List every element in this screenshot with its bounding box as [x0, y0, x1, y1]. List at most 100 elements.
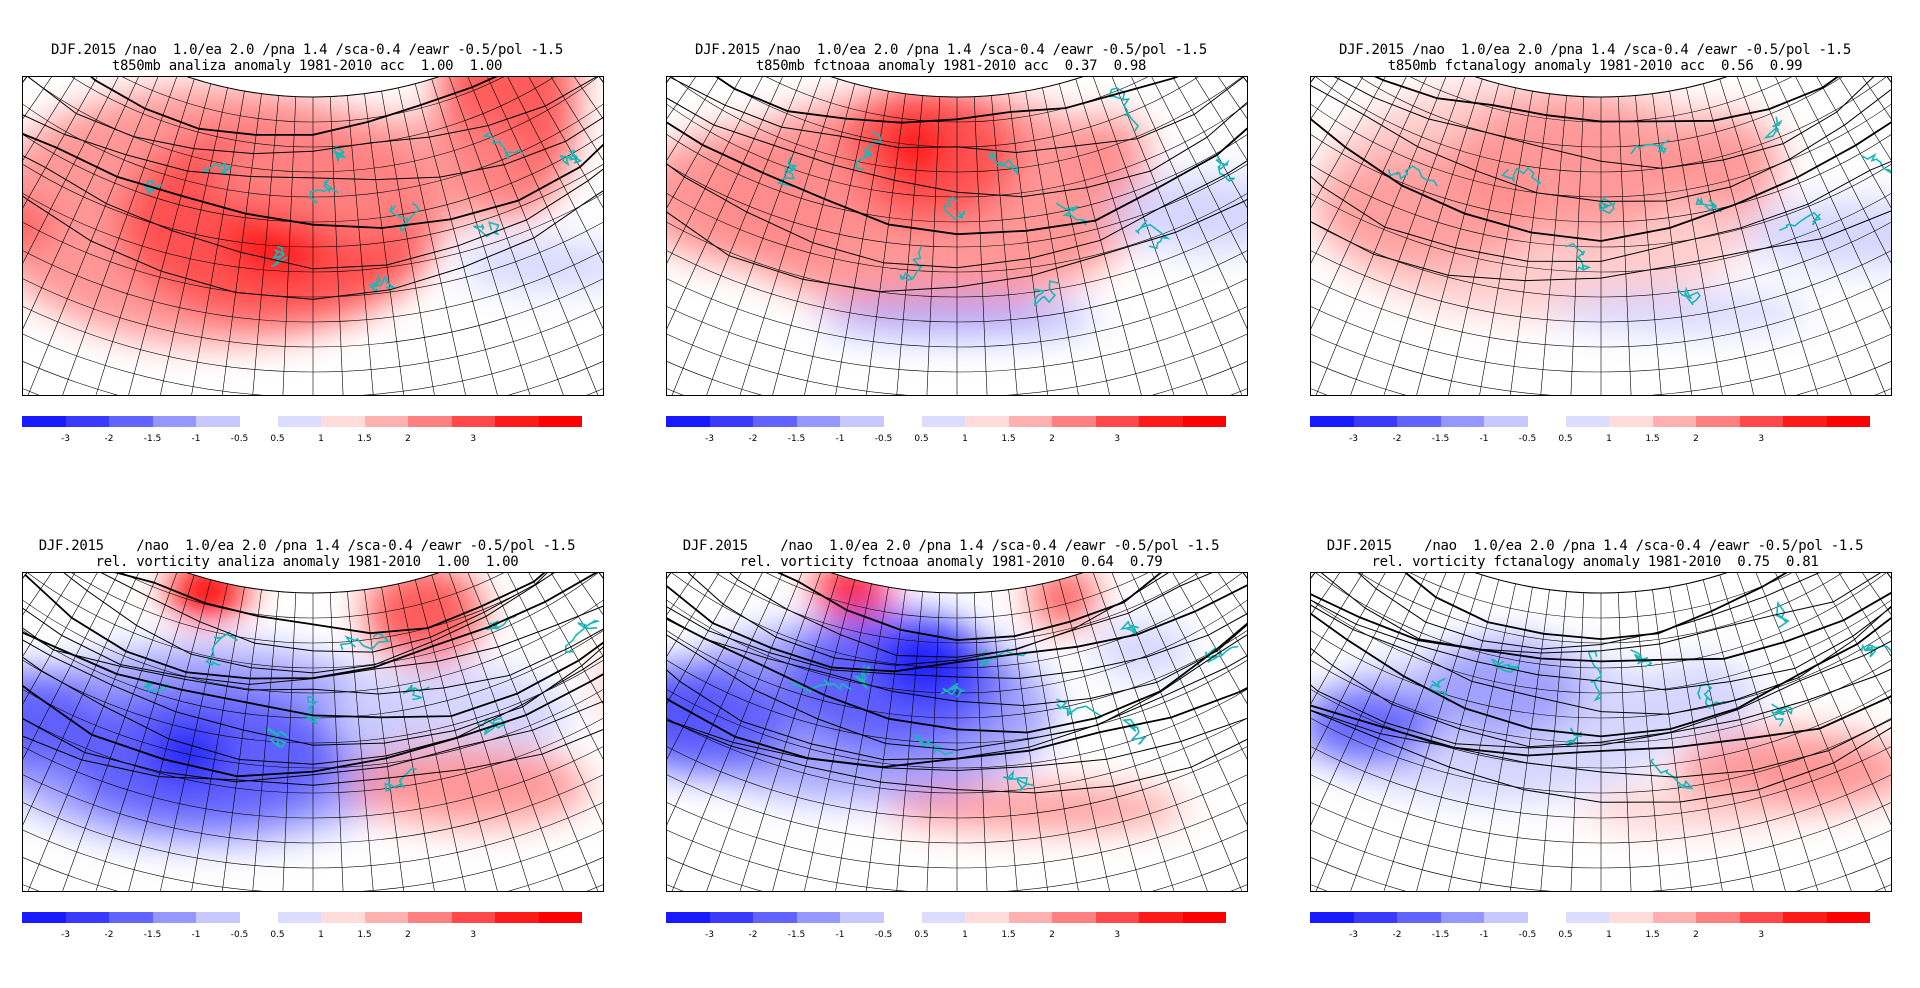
- color-scale-label: -1: [835, 434, 845, 444]
- color-scale-swatch: [1095, 912, 1139, 923]
- color-scale-swatch: [709, 912, 753, 923]
- panel-title-line1: DJF.2015 /nao 1.0/ea 2.0 /pna 1.4 /sca-0…: [38, 538, 576, 554]
- color-scale-swatch: [1008, 416, 1052, 427]
- panel-title-line1: DJF.2015 /nao 1.0/ea 2.0 /pna 1.4 /sca-0…: [1326, 538, 1864, 554]
- anomaly-shading: [667, 664, 792, 775]
- color-scale-label: -1: [835, 930, 845, 940]
- color-scale-swatch: [1008, 912, 1052, 923]
- color-scale-label: 1: [318, 930, 324, 940]
- color-scale-swatch: [1484, 912, 1528, 923]
- anomaly-shading: [23, 669, 102, 770]
- panel-title-line1: DJF.2015 /nao 1.0/ea 2.0 /pna 1.4 /sca-0…: [50, 42, 564, 58]
- color-scale-label: -1.5: [787, 434, 806, 444]
- color-scale-swatch: [152, 416, 196, 427]
- color-scale-label: 1: [962, 434, 968, 444]
- panel-title-line2: t850mb fctanalogy anomaly 1981-2010 acc …: [1387, 58, 1803, 74]
- color-scale-swatch: [840, 416, 884, 427]
- color-scale-label: 0.5: [270, 434, 285, 444]
- color-scale-label: 0.5: [270, 930, 285, 940]
- anomaly-shading: [23, 206, 53, 247]
- color-scale-swatch: [1826, 416, 1870, 427]
- color-scale-label: 2: [405, 434, 411, 444]
- color-scale-swatch: [921, 416, 965, 427]
- color-scale-label: 1.5: [1645, 434, 1660, 444]
- color-scale-swatch: [1310, 912, 1354, 923]
- color-scale-swatch: [1565, 912, 1609, 923]
- color-scale-swatch: [451, 912, 495, 923]
- color-scale-swatch: [277, 416, 321, 427]
- map-panel-vort-fctnoaa: DJF.2015 /nao 1.0/ea 2.0 /pna 1.4 /sca-0…: [656, 538, 1248, 968]
- color-scale-swatch: [796, 416, 840, 427]
- anomaly-shading: [886, 116, 947, 177]
- color-scale-swatch: [1696, 912, 1740, 923]
- color-scale-swatch: [1652, 912, 1696, 923]
- color-scale-swatch: [753, 912, 797, 923]
- color-scale-swatch: [1696, 416, 1740, 427]
- panel-title-line2: rel. vorticity analiza anomaly 1981-2010…: [95, 554, 519, 570]
- color-scale-swatch: [109, 912, 153, 923]
- color-scale-label: 1.5: [357, 434, 372, 444]
- color-scale-swatch: [1182, 912, 1226, 923]
- color-scale-swatch: [1052, 912, 1096, 923]
- panel-title-line1: DJF.2015 /nao 1.0/ea 2.0 /pna 1.4 /sca-0…: [682, 538, 1220, 554]
- color-scale-swatch: [965, 416, 1009, 427]
- color-scale-label: -0.5: [230, 930, 249, 940]
- panel-title-line1: DJF.2015 /nao 1.0/ea 2.0 /pna 1.4 /sca-0…: [1338, 42, 1852, 58]
- color-scale-label: 1.5: [357, 930, 372, 940]
- color-scale-label: -3: [61, 930, 70, 940]
- color-scale-swatch: [65, 912, 109, 923]
- color-scale-label: 3: [1114, 930, 1121, 940]
- panel-title-line1: DJF.2015 /nao 1.0/ea 2.0 /pna 1.4 /sca-0…: [694, 42, 1208, 58]
- color-scale-swatch: [666, 416, 710, 427]
- color-scale-label: -1.5: [143, 930, 162, 940]
- color-scale-label: -0.5: [874, 434, 893, 444]
- color-scale-swatch: [196, 416, 240, 427]
- map-canvas: [667, 77, 1247, 395]
- color-scale-swatch: [1397, 416, 1441, 427]
- color-scale-label: 2: [1693, 930, 1699, 940]
- color-scale-label: -0.5: [230, 434, 249, 444]
- panel-title-line2: rel. vorticity fctanalogy anomaly 1981-2…: [1371, 554, 1819, 570]
- color-scale-label: 1.5: [1645, 930, 1660, 940]
- color-scale-swatch: [1397, 912, 1441, 923]
- color-scale-label: -3: [705, 930, 714, 940]
- color-scale-label: 2: [405, 930, 411, 940]
- color-scale-swatch: [796, 912, 840, 923]
- color-scale-swatch: [709, 416, 753, 427]
- color-scale-label: -0.5: [1518, 930, 1537, 940]
- color-scale-swatch: [1310, 416, 1354, 427]
- color-scale-swatch: [22, 416, 66, 427]
- color-scale-bar: -3 -2 -1.5 -1 -0.5 0.5 1 1.5 2 3: [22, 416, 608, 456]
- color-scale-label: -2: [1392, 930, 1402, 940]
- color-scale-swatch: [1484, 416, 1528, 427]
- color-scale-label: -1.5: [787, 930, 806, 940]
- color-scale-label: 2: [1049, 434, 1055, 444]
- map-panel-vort-fctanalogy: DJF.2015 /nao 1.0/ea 2.0 /pna 1.4 /sca-0…: [1300, 538, 1892, 968]
- color-scale-label: -3: [705, 434, 714, 444]
- color-scale-label: 3: [1758, 930, 1765, 940]
- color-scale-label: -0.5: [874, 930, 893, 940]
- color-scale-swatch: [538, 912, 582, 923]
- color-scale-label: 1: [1606, 930, 1612, 940]
- color-scale-bar: -3 -2 -1.5 -1 -0.5 0.5 1 1.5 2 3: [1310, 912, 1896, 952]
- color-scale-swatch: [196, 912, 240, 923]
- color-scale-label: -2: [1392, 434, 1402, 444]
- anomaly-map: [666, 76, 1248, 396]
- color-scale-swatch: [408, 912, 452, 923]
- color-scale-label: -2: [104, 930, 114, 940]
- color-scale-label: 1: [1606, 434, 1612, 444]
- color-scale-swatch: [1139, 912, 1183, 923]
- anomaly-shading: [1640, 659, 1761, 740]
- color-scale-swatch: [152, 912, 196, 923]
- color-scale-swatch: [1739, 912, 1783, 923]
- map-panel-t850-analiza: DJF.2015 /nao 1.0/ea 2.0 /pna 1.4 /sca-0…: [12, 42, 604, 472]
- map-canvas: [1311, 77, 1891, 395]
- color-scale-swatch: [65, 416, 109, 427]
- anomaly-map: [22, 572, 604, 892]
- color-scale-swatch: [22, 912, 66, 923]
- anomaly-shading: [1319, 148, 1540, 269]
- color-scale-label: 2: [1049, 930, 1055, 940]
- anomaly-shading: [1107, 173, 1247, 254]
- color-scale-swatch: [321, 912, 365, 923]
- color-scale-swatch: [921, 912, 965, 923]
